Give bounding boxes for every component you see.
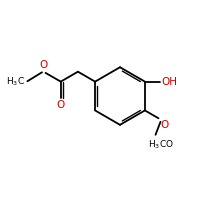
- Text: H$_3$CO: H$_3$CO: [148, 138, 173, 151]
- Text: O: O: [57, 100, 65, 110]
- Text: OH: OH: [162, 77, 178, 87]
- Text: O: O: [160, 120, 169, 130]
- Text: O: O: [39, 60, 48, 70]
- Text: H$_3$C: H$_3$C: [6, 75, 25, 88]
